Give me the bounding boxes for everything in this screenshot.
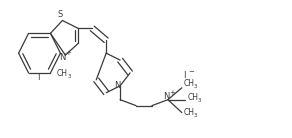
Text: 3: 3: [194, 84, 197, 89]
Text: N: N: [59, 53, 66, 62]
Text: CH: CH: [184, 79, 195, 88]
Text: −: −: [41, 71, 47, 77]
Text: 3: 3: [194, 113, 197, 118]
Text: −: −: [188, 69, 194, 75]
Text: S: S: [58, 10, 63, 19]
Text: CH: CH: [57, 69, 68, 78]
Text: +: +: [65, 50, 71, 56]
Text: +: +: [169, 90, 175, 96]
Text: N: N: [114, 81, 120, 90]
Text: 3: 3: [198, 98, 201, 103]
Text: 3: 3: [68, 74, 71, 79]
Text: N: N: [163, 92, 169, 101]
Text: CH: CH: [184, 108, 195, 117]
Text: I: I: [37, 73, 40, 82]
Text: I: I: [184, 71, 186, 80]
Text: CH: CH: [188, 93, 199, 102]
